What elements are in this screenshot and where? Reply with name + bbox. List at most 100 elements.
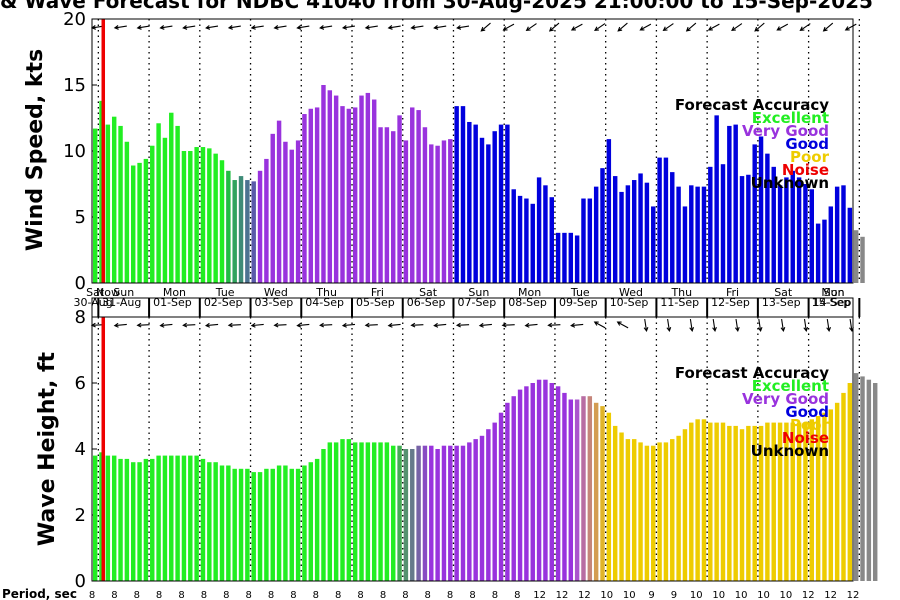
period-value: 8: [290, 590, 296, 600]
bar: [543, 379, 548, 581]
bar: [486, 429, 491, 581]
wave-now-marker: [101, 317, 106, 581]
bar: [188, 151, 193, 283]
bar: [429, 144, 434, 283]
bar: [733, 425, 738, 581]
legend-entry: Poor: [790, 416, 830, 434]
bar: [264, 158, 269, 283]
bar: [524, 386, 529, 581]
legend-entry: Poor: [790, 148, 830, 166]
bar: [708, 166, 713, 283]
bar: [853, 373, 859, 581]
bar: [771, 422, 776, 581]
period-value: 8: [447, 590, 453, 600]
day-of-week: Sat: [774, 286, 793, 299]
legend-title: Forecast Accuracy: [675, 96, 829, 114]
bar: [796, 422, 802, 581]
bar: [391, 131, 396, 283]
bar: [105, 455, 111, 581]
bar: [638, 442, 643, 581]
bar: [777, 422, 783, 581]
bar: [384, 442, 390, 581]
direction-arrow: [273, 25, 287, 30]
bar: [105, 124, 111, 283]
bar: [156, 123, 161, 283]
period-value: 10: [600, 590, 613, 600]
direction-arrow: [319, 25, 333, 30]
period-value: 10: [690, 590, 703, 600]
bar: [834, 186, 840, 283]
bar: [866, 379, 872, 581]
bar: [410, 449, 415, 581]
bar: [587, 396, 593, 581]
bar: [739, 429, 745, 581]
bar: [302, 114, 307, 283]
bar: [511, 396, 516, 581]
bar: [600, 168, 605, 283]
bar: [853, 230, 859, 283]
bar: [505, 124, 510, 283]
direction-arrow: [456, 25, 470, 30]
bar: [321, 449, 326, 581]
direction-arrow: [501, 322, 515, 328]
wind-direction-arrows: [90, 22, 857, 32]
direction-arrow: [776, 23, 789, 31]
bar: [213, 462, 218, 581]
bar: [467, 121, 472, 284]
bar: [682, 206, 688, 283]
legend-entry: Excellent: [752, 109, 829, 127]
direction-arrow: [593, 321, 606, 329]
bar: [340, 106, 345, 284]
day-of-week: Wed: [264, 286, 288, 299]
bar: [162, 137, 168, 283]
y-tick-label: 0: [75, 273, 86, 294]
period-value: 10: [735, 590, 748, 600]
bar: [207, 462, 212, 581]
day-date: 03-Sep: [255, 296, 294, 309]
bar: [276, 465, 282, 581]
day-date: 10-Sep: [610, 296, 649, 309]
direction-arrow: [387, 322, 401, 328]
bar: [562, 392, 567, 581]
bar: [131, 462, 136, 581]
bar: [270, 468, 275, 581]
legend-entry: Very Good: [742, 122, 829, 140]
bar: [181, 455, 187, 581]
bar: [346, 108, 352, 283]
bar: [530, 383, 535, 581]
bar: [492, 422, 497, 581]
day-date: 30-Aug: [74, 296, 113, 309]
bar: [720, 422, 726, 581]
bar: [371, 99, 377, 284]
direction-arrow: [364, 25, 378, 30]
bar: [333, 442, 339, 581]
day-of-week: Sun: [113, 286, 134, 299]
bar: [803, 184, 808, 283]
bar: [689, 185, 694, 283]
bar: [264, 468, 269, 581]
bar: [473, 439, 478, 581]
period-value: 8: [402, 590, 408, 600]
period-value: 12: [578, 590, 591, 600]
bar: [238, 468, 244, 581]
direction-arrow: [570, 23, 583, 31]
bar: [454, 106, 459, 284]
bar: [543, 185, 548, 283]
bar: [308, 108, 314, 283]
bar: [549, 383, 554, 581]
bar: [847, 207, 853, 283]
day-date: 06-Sep: [407, 296, 446, 309]
bar: [435, 145, 440, 283]
day-date: 13-Sep: [762, 296, 801, 309]
direction-arrow: [478, 322, 492, 328]
bar: [340, 439, 345, 581]
direction-arrow: [639, 23, 652, 31]
bar: [600, 406, 605, 581]
direction-arrow: [616, 321, 629, 329]
bar: [435, 449, 440, 581]
direction-arrow: [594, 23, 606, 32]
period-value: 8: [156, 590, 162, 600]
bar: [448, 445, 453, 581]
bar: [321, 85, 326, 283]
